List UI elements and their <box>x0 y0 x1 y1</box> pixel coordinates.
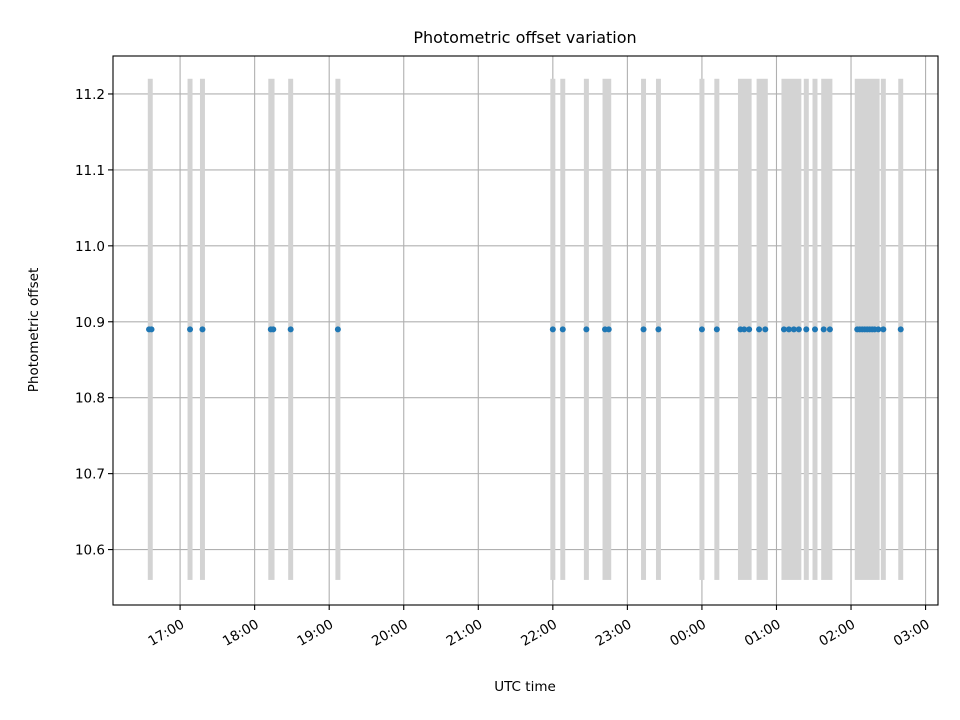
data-point <box>803 326 810 333</box>
exposure-band <box>821 78 833 580</box>
y-tick-label: 11.2 <box>75 87 105 103</box>
exposure-band <box>756 78 768 580</box>
data-point <box>756 326 763 333</box>
data-point <box>875 326 882 333</box>
data-point <box>897 326 904 333</box>
data-point <box>826 326 833 333</box>
data-point <box>811 326 818 333</box>
data-point <box>640 326 647 333</box>
point-layer <box>146 326 904 333</box>
data-point <box>785 326 792 333</box>
data-point <box>762 326 769 333</box>
chart-title: Photometric offset variation <box>413 28 636 47</box>
data-point <box>713 326 720 333</box>
data-point <box>605 326 612 333</box>
y-tick-label: 10.8 <box>75 391 105 407</box>
y-tick-label: 10.6 <box>75 543 105 559</box>
y-tick-label: 10.9 <box>75 315 105 331</box>
x-axis-label: UTC time <box>494 679 556 695</box>
data-point <box>187 326 194 333</box>
data-point <box>334 326 341 333</box>
data-point <box>880 326 887 333</box>
data-point <box>559 326 566 333</box>
y-axis-label: Photometric offset <box>26 268 42 392</box>
data-point <box>287 326 294 333</box>
data-point <box>741 326 748 333</box>
data-point <box>790 326 797 333</box>
data-point <box>795 326 802 333</box>
data-point <box>270 326 277 333</box>
data-point <box>820 326 827 333</box>
y-tick-label: 10.7 <box>75 467 105 483</box>
data-point <box>199 326 206 333</box>
y-tick-label: 11.1 <box>75 163 105 179</box>
data-point <box>698 326 705 333</box>
data-point <box>549 326 556 333</box>
data-point <box>746 326 753 333</box>
data-point <box>655 326 662 333</box>
data-point <box>583 326 590 333</box>
plot-frame <box>112 55 939 606</box>
data-point <box>148 326 155 333</box>
y-tick-label: 11.0 <box>75 239 105 255</box>
data-point <box>780 326 787 333</box>
